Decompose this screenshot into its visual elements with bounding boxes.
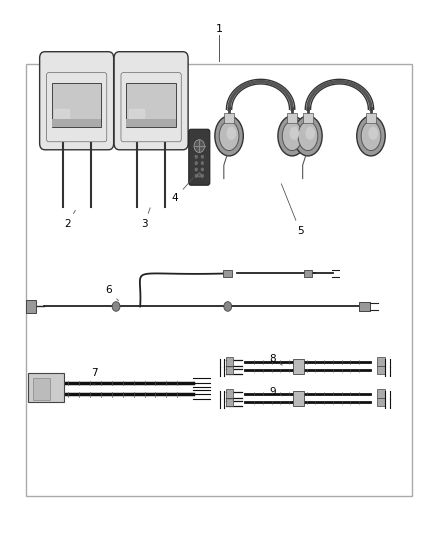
- Circle shape: [201, 155, 204, 158]
- FancyBboxPatch shape: [189, 130, 210, 185]
- Circle shape: [201, 161, 204, 165]
- Bar: [303, 113, 313, 123]
- Bar: [287, 113, 297, 123]
- Bar: [126, 119, 176, 127]
- Bar: [377, 389, 385, 398]
- Bar: [377, 398, 385, 406]
- Text: 6: 6: [105, 286, 119, 301]
- Ellipse shape: [361, 122, 381, 151]
- Bar: [26, 64, 412, 496]
- Bar: [224, 113, 234, 123]
- Text: 7: 7: [91, 368, 98, 385]
- Ellipse shape: [226, 126, 236, 140]
- Text: 4: 4: [172, 178, 193, 203]
- Bar: [226, 366, 233, 374]
- Circle shape: [201, 168, 204, 171]
- Text: 3: 3: [141, 208, 150, 229]
- Ellipse shape: [215, 116, 244, 156]
- Bar: [52, 119, 102, 127]
- Bar: [126, 83, 176, 127]
- Ellipse shape: [368, 126, 378, 140]
- Text: 9: 9: [269, 387, 282, 397]
- Ellipse shape: [219, 122, 239, 151]
- Ellipse shape: [293, 116, 322, 156]
- Ellipse shape: [298, 122, 318, 151]
- Circle shape: [195, 168, 198, 171]
- Circle shape: [195, 174, 198, 177]
- Bar: [366, 113, 376, 123]
- Circle shape: [195, 161, 198, 165]
- Bar: [359, 302, 370, 311]
- Bar: [26, 300, 36, 313]
- Circle shape: [201, 174, 204, 177]
- Ellipse shape: [278, 116, 306, 156]
- Text: 1: 1: [215, 25, 223, 34]
- FancyBboxPatch shape: [39, 52, 113, 150]
- Bar: [293, 359, 304, 374]
- FancyBboxPatch shape: [114, 52, 188, 150]
- Bar: [28, 373, 64, 402]
- Bar: [33, 378, 50, 400]
- Bar: [377, 357, 385, 366]
- Text: 8: 8: [269, 354, 283, 365]
- Bar: [223, 270, 232, 277]
- Bar: [377, 366, 385, 374]
- Ellipse shape: [290, 126, 299, 140]
- Bar: [226, 389, 233, 398]
- Bar: [226, 357, 233, 366]
- Ellipse shape: [282, 122, 302, 151]
- Circle shape: [198, 173, 201, 177]
- Text: 2: 2: [64, 211, 75, 229]
- Bar: [226, 398, 233, 406]
- Circle shape: [195, 155, 198, 158]
- Bar: [52, 83, 102, 127]
- Text: 5: 5: [281, 184, 304, 236]
- Bar: [304, 270, 312, 277]
- Circle shape: [112, 302, 120, 311]
- Bar: [293, 391, 304, 406]
- Circle shape: [194, 140, 205, 152]
- Circle shape: [224, 302, 232, 311]
- Ellipse shape: [357, 116, 385, 156]
- Ellipse shape: [305, 126, 315, 140]
